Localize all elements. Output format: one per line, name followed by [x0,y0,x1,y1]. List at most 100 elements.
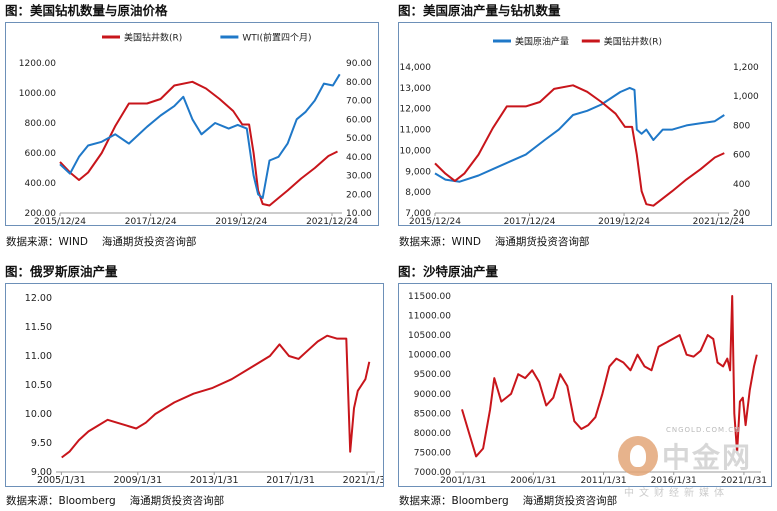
legend-label: WTI(前置四个月) [242,32,311,44]
chart-frame: 7000.00 7500.00 8000.00 8500.00 9000.00 9500.… [398,283,772,487]
dept-label: 海通期货投资咨询部 [101,236,197,248]
y-left-tick-label: 10,000 [400,146,432,156]
legend-label: 美国原油产量 [515,36,569,48]
source-label: 数据来源：WIND [6,236,88,248]
y-left-tick-label: 7,000 [405,209,431,219]
series-line-0 [434,86,725,183]
y-left-tick-label: 9,000 [405,167,431,177]
chart-panel-rigs-vs-oil-price: 图：美国钻机数量与原油价格 200.00 400.00 600.00 800.00 10… [5,2,380,249]
chart-title: 图：沙特原油产量 [398,264,499,279]
y-right-tick-label: 1,200 [733,63,759,73]
chart-title: 图：美国钻机数量与原油价格 [5,3,168,18]
x-tick-label: 2016/1/31 [651,476,697,486]
y-left-tick-label: 7500.00 [414,448,451,458]
x-tick-label: 2017/1/31 [266,475,315,486]
x-tick-label: 2015/12/24 [409,217,461,225]
y-left-tick-label: 9.50 [31,438,52,449]
source-note: 数据来源：Bloomberg 海通期货投资咨询部 [399,493,631,508]
y-left-tick-label: 9000.00 [414,390,451,400]
line-chart: 7,000 8,000 9,000 10,000 11,000 12,000 13,000 1… [400,36,760,228]
source-label: 数据来源：Bloomberg [399,495,509,507]
y-left-tick-label: 14,000 [400,63,432,73]
x-tick-label: 2021/12/24 [306,217,358,225]
watermark-logo: CNGOLD.COM.CN 中金网 中文财经新媒体 [618,426,768,502]
x-tick-label: 2005/1/31 [37,475,86,486]
chart-panel-russia-production: 图：俄罗斯原油产量 9.00 9.50 10.00 10.50 11.00 11.50 12… [5,263,392,508]
source-note: 数据来源：WIND 海通期货投资咨询部 [399,234,603,249]
y-left-tick-label: 8,000 [405,188,431,198]
chart-panel-saudi-production: 图：沙特原油产量 7000.00 7500.00 8000.00 8500.00 900… [398,263,773,508]
x-tick-label: 2019/12/24 [215,217,267,225]
y-right-tick-label: 60.00 [346,115,372,125]
x-tick-label: 2017/12/24 [504,217,556,225]
legend-label: 美国钻井数(R) [124,32,182,44]
y-left-tick-label: 12.00 [25,293,52,304]
y-right-tick-label: 50.00 [346,134,372,144]
series-line-0 [59,80,338,207]
y-right-tick-label: 600 [733,151,750,161]
series-line-1 [434,84,725,207]
dept-label: 海通期货投资咨询部 [522,495,618,507]
y-left-tick-label: 12,000 [400,105,432,115]
y-left-tick-label: 7000.00 [414,468,451,478]
chart-panel-us-production-vs-rigs: 图：美国原油产量与钻机数量 7,000 8,000 9,000 10,000 11,00… [398,2,773,249]
source-label: 数据来源：Bloomberg [6,495,116,507]
y-right-tick-label: 70.00 [346,97,372,107]
y-left-tick-label: 200.00 [25,209,57,219]
y-left-tick-label: 11.50 [25,322,52,333]
series-line-0 [61,334,371,459]
x-tick-label: 2011/1/31 [580,476,626,486]
legend-label: 美国钻井数(R) [604,36,662,48]
y-left-tick-label: 8000.00 [414,429,451,439]
y-left-tick-label: 10500.00 [408,331,451,341]
chart-frame: 9.00 9.50 10.00 10.50 11.00 11.50 12.00 2005/1/… [5,283,392,487]
y-left-tick-label: 11500.00 [408,292,451,302]
chart-frame: 7,000 8,000 9,000 10,000 11,000 12,000 13,000 1… [398,22,772,228]
x-tick-label: 2015/12/24 [34,217,86,225]
dept-label: 海通期货投资咨询部 [129,495,225,507]
y-left-tick-label: 1000.00 [19,89,56,99]
source-note: 数据来源：WIND 海通期货投资咨询部 [6,234,210,249]
chart-frame: 200.00 400.00 600.00 800.00 1000.00 1200.00 10… [5,22,379,228]
source-note: 数据来源：Bloomberg 海通期货投资咨询部 [6,493,238,508]
y-left-tick-label: 10.00 [25,409,52,420]
chart-title: 图：美国原油产量与钻机数量 [398,3,561,18]
y-right-tick-label: 90.00 [346,59,372,69]
y-right-tick-label: 200 [733,209,750,219]
y-right-tick-label: 1,000 [733,92,759,102]
y-right-tick-label: 80.00 [346,78,372,88]
x-tick-label: 2019/12/24 [598,217,650,225]
x-tick-label: 2013/1/31 [190,475,239,486]
y-right-tick-label: 20.00 [346,190,372,200]
source-label: 数据来源：WIND [399,236,481,248]
y-left-tick-label: 600.00 [25,149,57,159]
dept-label: 海通期货投资咨询部 [494,236,590,248]
y-left-tick-label: 10.50 [25,380,52,391]
y-left-tick-label: 400.00 [25,179,57,189]
series-line-0 [461,295,758,458]
x-tick-label: 2006/1/31 [510,476,556,486]
x-tick-label: 2009/1/31 [113,475,162,486]
x-tick-label: 2021/1/31 [343,475,383,486]
line-chart: 200.00 400.00 600.00 800.00 1000.00 1200.00 10… [19,32,372,228]
line-chart: 9.00 9.50 10.00 10.50 11.00 11.50 12.00 2005/1/… [25,293,392,486]
logo-icon [618,436,658,476]
x-tick-label: 2017/12/24 [125,217,177,225]
y-left-tick-label: 9.00 [31,467,52,478]
y-right-tick-label: 800 [733,121,750,131]
y-left-tick-label: 11000.00 [408,312,451,322]
x-tick-label: 2021/1/31 [721,476,767,486]
y-left-tick-label: 8500.00 [414,409,451,419]
x-tick-label: 2021/12/24 [693,217,745,225]
y-left-tick-label: 9500.00 [414,370,451,380]
line-chart: 7000.00 7500.00 8000.00 8500.00 9000.00 9500.… [408,292,767,486]
y-left-tick-label: 13,000 [400,84,432,94]
y-left-tick-label: 800.00 [25,119,57,129]
y-left-tick-label: 10000.00 [408,351,451,361]
y-left-tick-label: 11.00 [25,351,52,362]
y-right-tick-label: 30.00 [346,172,372,182]
y-right-tick-label: 10.00 [346,209,372,219]
chart-title: 图：俄罗斯原油产量 [5,264,118,279]
series-line-1 [59,73,341,199]
y-left-tick-label: 11,000 [400,126,432,136]
